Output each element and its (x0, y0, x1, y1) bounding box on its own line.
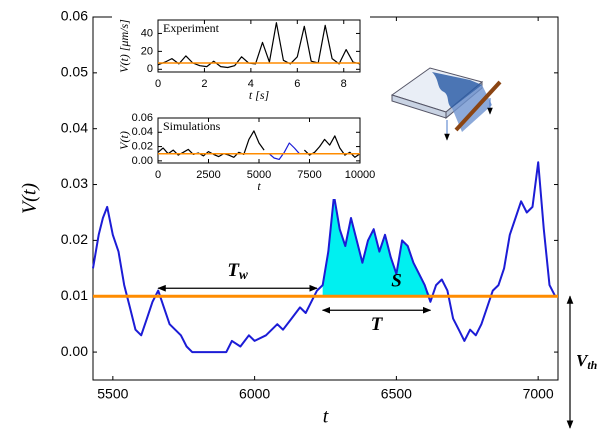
x-tick-label: 10000 (345, 169, 376, 181)
y-tick-label: 0.06 (132, 112, 153, 124)
y-tick-label: 0.04 (132, 126, 153, 138)
threshold-label-main: V (576, 351, 589, 370)
y-tick-label: 0.00 (61, 343, 88, 359)
y-axis-label: V(t) [μm/s] (117, 19, 131, 73)
y-tick-label: 0 (147, 63, 153, 75)
schematic-icon (390, 67, 502, 141)
y-tick-label: 0.05 (61, 64, 88, 80)
interval-label-sub: w (239, 267, 248, 282)
x-axis-label: t (323, 406, 329, 428)
x-axis-label: t (257, 179, 261, 193)
shaded-label: S (391, 271, 402, 292)
y-tick-label: 0.04 (61, 119, 88, 135)
x-tick-label: 5000 (247, 169, 271, 181)
data-line (157, 22, 361, 69)
y-tick-label: 0.06 (61, 8, 88, 24)
x-tick-label: 2500 (196, 169, 220, 181)
y-axis-label: V(t) (117, 131, 131, 150)
x-tick-label: 0 (155, 78, 161, 90)
plot-frame (157, 19, 361, 73)
y-tick-label: 20 (141, 45, 153, 57)
data-line (92, 161, 557, 354)
threshold-label-sub: th (587, 358, 597, 372)
y-tick-label: 40 (141, 27, 153, 39)
threshold-label: Vth (576, 351, 598, 372)
x-tick-label: 4 (248, 78, 254, 90)
y-tick-label: 0.00 (132, 155, 153, 167)
x-tick-label: 0 (155, 169, 161, 181)
x-tick-label: 5500 (97, 385, 128, 401)
interval-label: Tw (227, 261, 248, 283)
y-axis-label: V(t) (19, 183, 41, 214)
y-tick-label: 0.02 (61, 231, 88, 247)
inset-title: Simulations (163, 119, 221, 133)
interval-label-main: T (227, 261, 240, 282)
x-tick-label: 2 (201, 78, 207, 90)
x-axis-label: t [s] (249, 88, 270, 102)
x-tick-label: 7000 (523, 385, 554, 401)
inset-background (112, 114, 370, 199)
x-tick-label: 6000 (239, 385, 270, 401)
y-tick-label: 0.02 (132, 140, 153, 152)
x-tick-label: 6500 (381, 385, 412, 401)
inset-title: Experiment (163, 21, 220, 35)
x-tick-label: 7500 (297, 169, 321, 181)
y-tick-label: 0.03 (61, 175, 88, 191)
x-tick-label: 6 (294, 78, 300, 90)
y-tick-label: 0.01 (61, 287, 88, 303)
interval-label: T (371, 315, 384, 336)
x-tick-label: 8 (341, 78, 347, 90)
interval-label-main: T (371, 315, 384, 336)
data-line (268, 142, 300, 160)
shaded-area (322, 195, 431, 297)
